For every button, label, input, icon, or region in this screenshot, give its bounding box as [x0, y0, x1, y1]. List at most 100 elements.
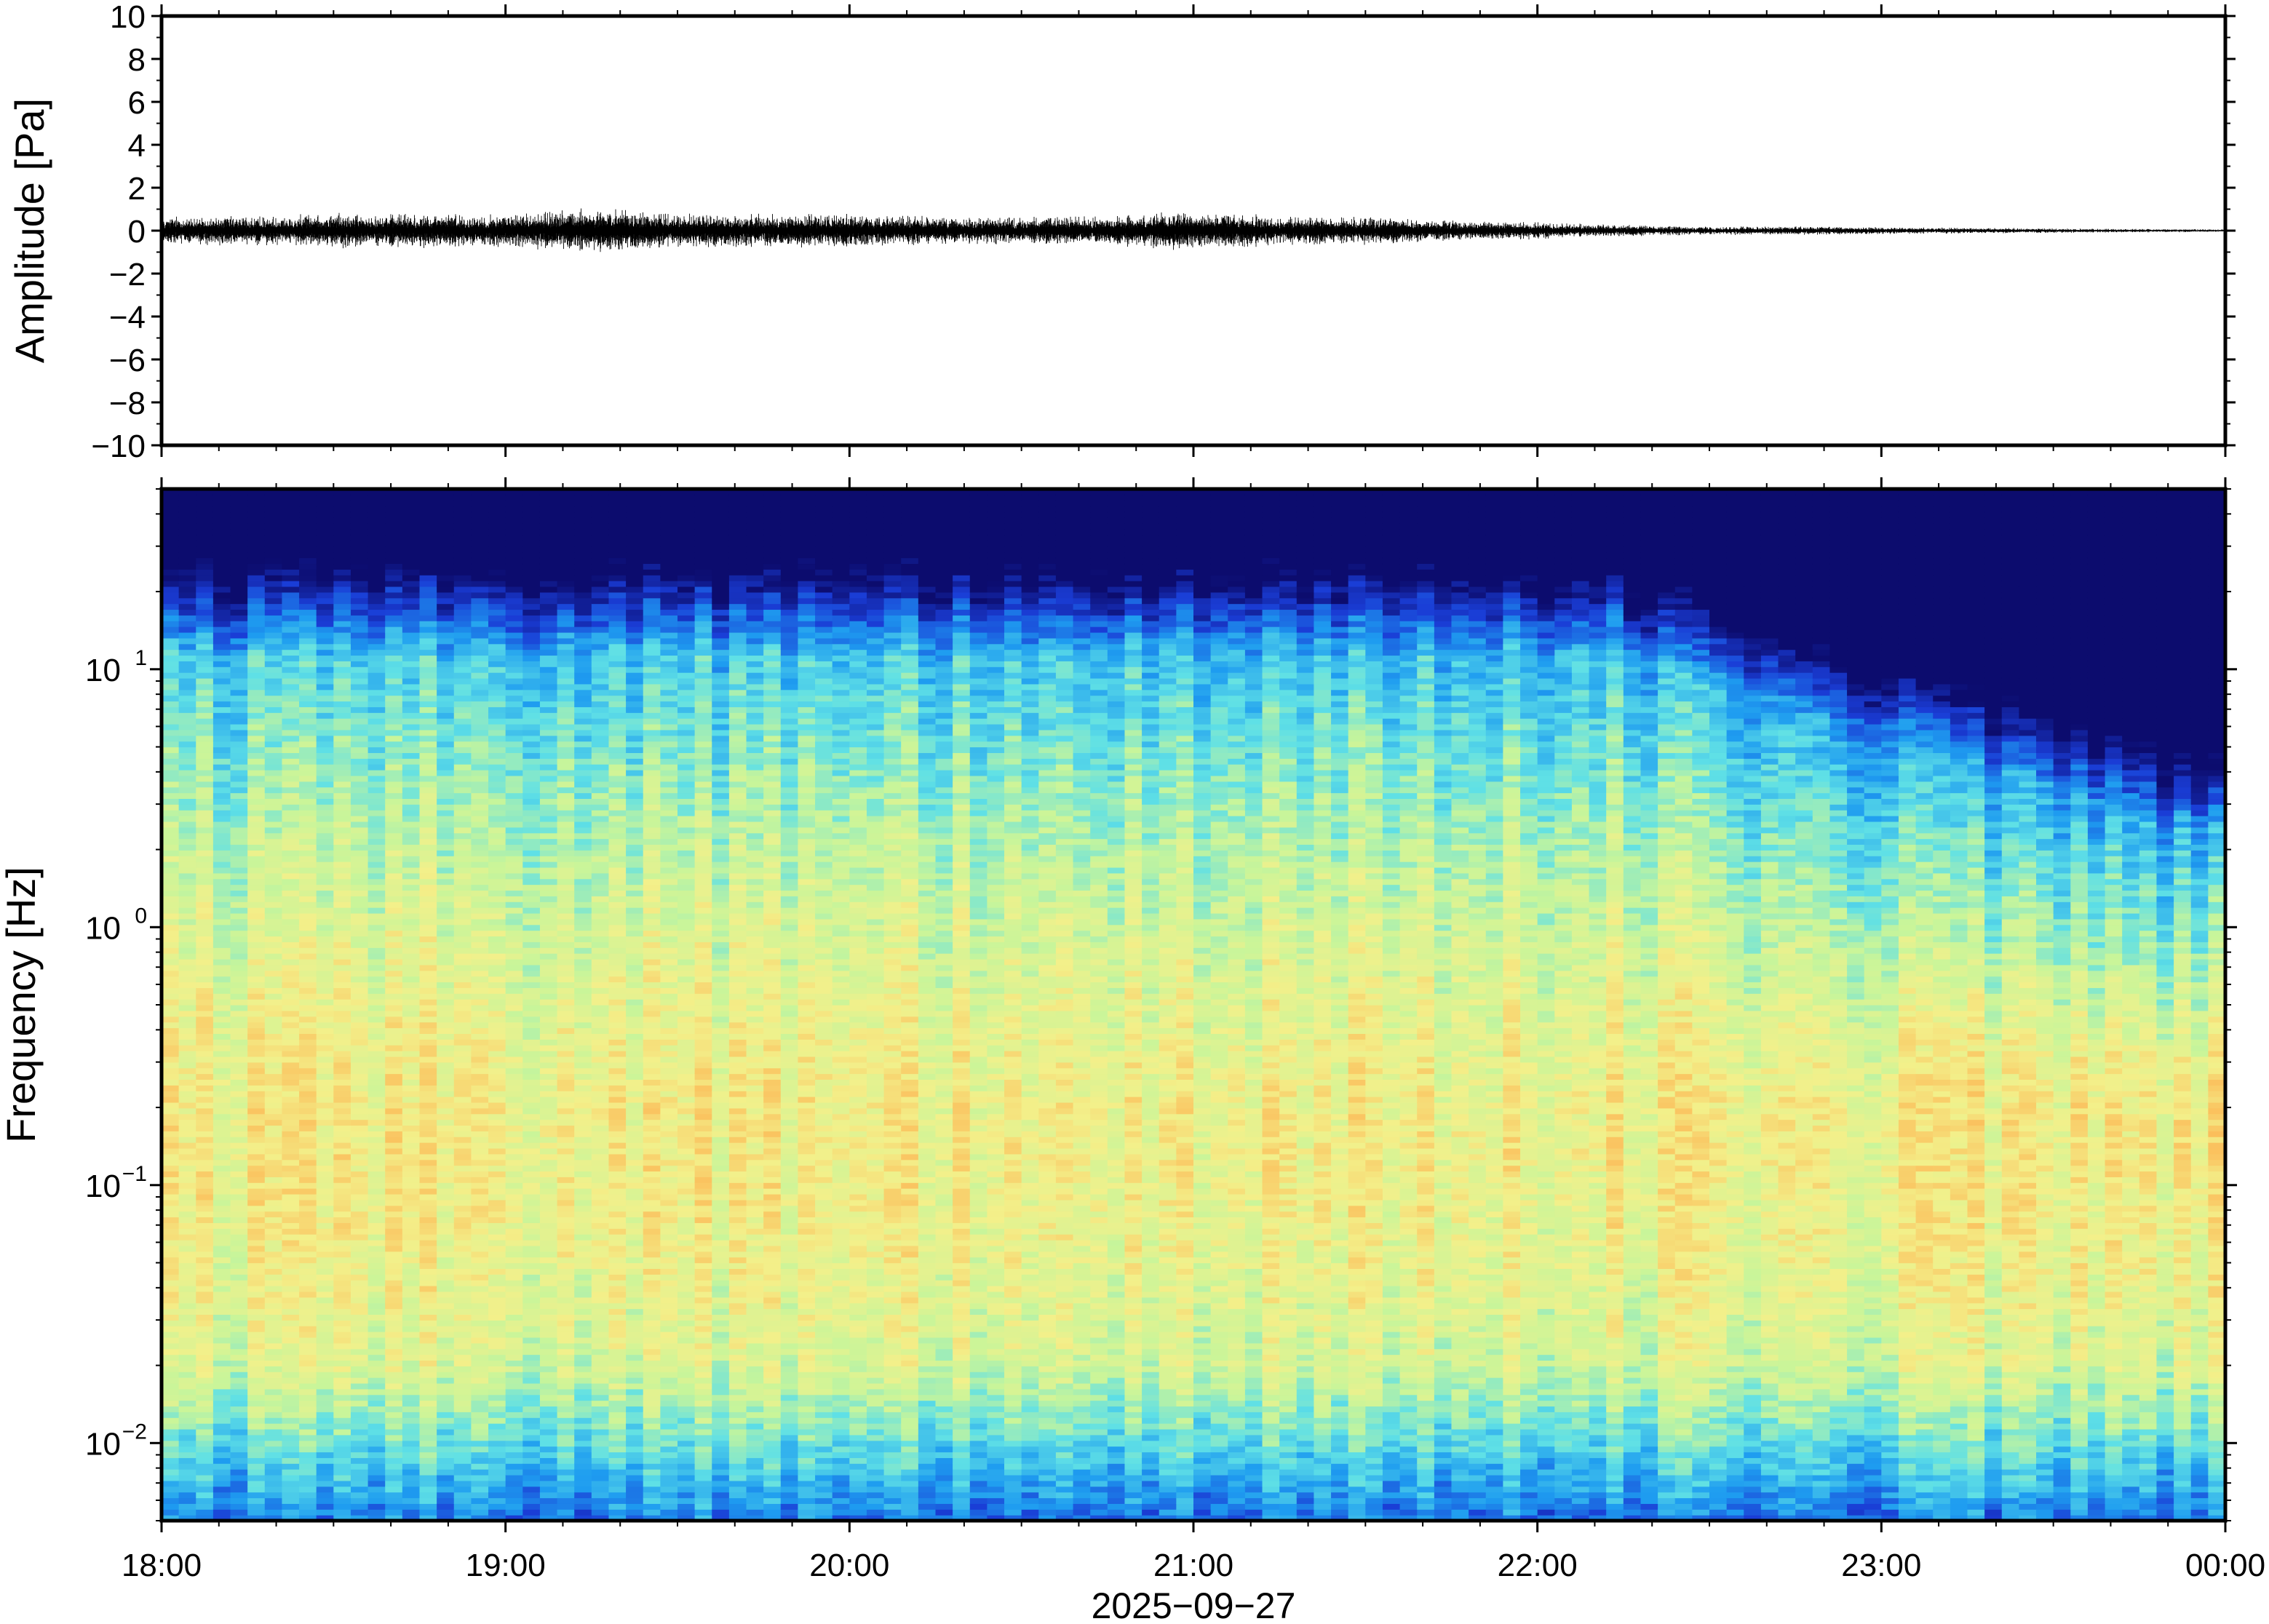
spectrogram-cell — [471, 890, 489, 896]
spectrogram-cell — [282, 1372, 300, 1378]
spectrogram-cell — [608, 850, 627, 856]
spectrogram-cell — [162, 500, 180, 507]
spectrogram-cell — [282, 1211, 300, 1218]
spectrogram-cell — [264, 586, 283, 593]
spectrogram-cell — [557, 1217, 575, 1223]
spectrogram-cell — [264, 1125, 283, 1131]
spectrogram-cell — [230, 683, 248, 690]
spectrogram-cell — [591, 987, 610, 994]
spectrogram-cell — [162, 1217, 180, 1223]
spectrogram-cell — [162, 1492, 180, 1499]
spectrogram-cell — [505, 701, 523, 707]
spectrogram-cell — [488, 1234, 506, 1241]
spectrogram-cell — [488, 1332, 506, 1338]
spectrogram-cell — [333, 787, 351, 794]
spectrogram-cell — [505, 1045, 523, 1051]
spectrogram-cell — [333, 695, 351, 702]
spectrogram-cell — [299, 512, 317, 518]
spectrogram-cell — [453, 1125, 472, 1131]
spectrogram-cell — [196, 844, 214, 851]
spectrogram-cell — [539, 535, 558, 541]
spectrogram-cell — [350, 827, 369, 834]
spectrogram-cell — [162, 1091, 180, 1097]
spectrogram-cell — [333, 770, 351, 776]
spectrogram-cell — [264, 517, 283, 524]
spectrogram-cell — [522, 1159, 541, 1166]
spectrogram-cell — [385, 597, 403, 605]
spectrogram-cell — [350, 1182, 369, 1189]
spectrogram-cell — [574, 1412, 592, 1418]
spectrogram-cell — [608, 953, 627, 960]
spectrogram-cell — [299, 787, 317, 794]
spectrogram-cell — [402, 982, 421, 988]
spectrogram-cell — [557, 896, 575, 902]
spectrogram-cell — [574, 1147, 592, 1155]
spectrogram-cell — [264, 546, 283, 553]
spectrogram-cell — [385, 1320, 403, 1326]
spectrogram-cell — [333, 1320, 351, 1326]
spectrogram-cell — [282, 1486, 300, 1493]
spectrogram-cell — [230, 1067, 248, 1075]
spectrogram-cell — [402, 1211, 421, 1218]
spectrogram-cell — [162, 1486, 180, 1493]
spectrogram-cell — [178, 942, 196, 948]
spectrogram-cell — [419, 924, 437, 931]
spectrogram-cell — [591, 1056, 610, 1063]
spectrogram-cell — [350, 1486, 369, 1493]
spectrogram-cell — [282, 723, 300, 731]
spectrogram-cell — [230, 907, 248, 914]
spectrogram-cell — [505, 1457, 523, 1464]
spectrogram-cell — [402, 672, 421, 679]
spectrogram-cell — [488, 1085, 506, 1091]
spectrogram-cell — [196, 1406, 214, 1412]
spectrogram-cell — [574, 1096, 592, 1103]
spectrogram-cell — [367, 1033, 386, 1040]
spectrogram-cell — [591, 1257, 610, 1264]
spectrogram-cell — [350, 1079, 369, 1086]
spectrogram-cell — [505, 1153, 523, 1161]
spectrogram-cell — [350, 723, 369, 731]
spectrogram-cell — [385, 581, 403, 587]
spectrogram-cell — [419, 861, 437, 868]
spectrogram-cell — [437, 1394, 455, 1401]
spectrogram-cell — [471, 832, 489, 840]
spectrogram-cell — [299, 1027, 317, 1034]
spectrogram-cell — [437, 1262, 455, 1269]
spectrogram-cell — [471, 1062, 489, 1069]
spectrogram-cell — [178, 1434, 196, 1441]
spectrogram-cell — [385, 712, 403, 719]
spectrogram-cell — [316, 890, 334, 896]
spectrogram-cell — [591, 512, 610, 518]
spectrogram-cell — [282, 661, 300, 667]
spectrogram-cell — [367, 1171, 386, 1177]
spectrogram-cell — [282, 649, 300, 656]
spectrogram-cell — [557, 1382, 575, 1390]
spectrogram-cell — [282, 1010, 300, 1017]
spectrogram-cell — [419, 1062, 437, 1069]
spectrogram-cell — [471, 706, 489, 713]
spectrogram-cell — [350, 872, 369, 880]
spectrogram-cell — [264, 1412, 283, 1418]
spectrogram-cell — [557, 844, 575, 851]
spectrogram-cell — [212, 1119, 231, 1126]
spectrogram-cell — [608, 1503, 627, 1510]
spectrogram-cell — [162, 626, 180, 633]
spectrogram-cell — [333, 723, 351, 731]
spectrogram-cell — [505, 872, 523, 880]
spectrogram-cell — [230, 1085, 248, 1091]
spectrogram-cell — [282, 1280, 300, 1286]
spectrogram-cell — [212, 758, 231, 765]
spectrogram-cell — [282, 1480, 300, 1487]
spectrogram-cell — [299, 569, 317, 576]
spectrogram-cell — [196, 1469, 214, 1476]
spectrogram-cell — [178, 1182, 196, 1189]
spectrogram-cell — [367, 867, 386, 874]
spectrogram-cell — [333, 884, 351, 891]
spectrogram-cell — [264, 672, 283, 679]
spectrogram-cell — [385, 494, 403, 501]
spectrogram-cell — [212, 970, 231, 977]
spectrogram-cell — [505, 787, 523, 794]
spectrogram-cell — [574, 695, 592, 702]
spectrogram-cell — [196, 1423, 214, 1430]
spectrogram-cell — [230, 1474, 248, 1481]
